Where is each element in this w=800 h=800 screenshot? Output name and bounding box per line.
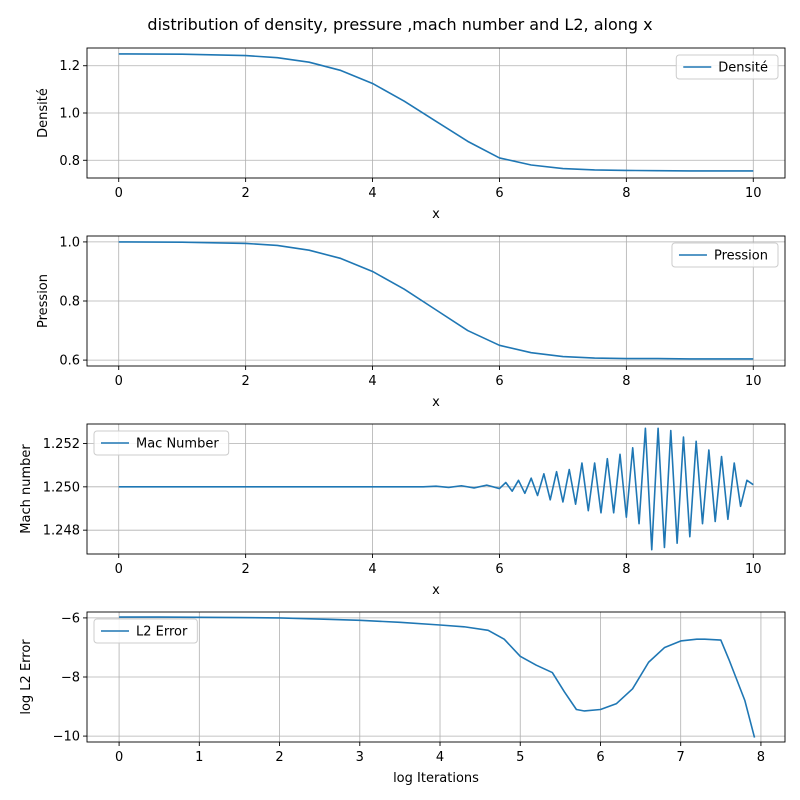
mach-legend: Mac Number bbox=[93, 430, 230, 456]
pressure-xtick-label: 4 bbox=[368, 374, 376, 389]
l2-xtick-label: 1 bbox=[195, 750, 203, 765]
pressure-legend: Pression bbox=[671, 242, 779, 268]
l2-ytick-label: −6 bbox=[61, 611, 80, 626]
l2-xtick-label: 6 bbox=[596, 750, 604, 765]
pressure-ytick-label: 0.8 bbox=[59, 295, 80, 310]
pressure-xlabel: x bbox=[432, 395, 440, 410]
density-xtick-label: 8 bbox=[622, 186, 630, 201]
l2-xlabel: log Iterations bbox=[393, 771, 479, 786]
l2-ylabel: log L2 Error bbox=[19, 639, 34, 715]
pressure-xtick-label: 8 bbox=[622, 374, 630, 389]
mach-ylabel: Mach number bbox=[19, 444, 34, 534]
pressure-xtick-label: 0 bbox=[115, 374, 123, 389]
density-xtick-label: 2 bbox=[241, 186, 249, 201]
mach-xtick-label: 2 bbox=[241, 562, 249, 577]
mach-ytick-label: 1.250 bbox=[43, 480, 80, 495]
density-subplot: 0 2 4 6 8 10 0.8 1.0 1.2 x Densité Densité bbox=[36, 47, 786, 222]
mach-xtick-label: 4 bbox=[368, 562, 376, 577]
l2-legend-box bbox=[93, 618, 198, 644]
pressure-legend-label: Pression bbox=[714, 249, 768, 264]
density-legend-box bbox=[675, 54, 779, 80]
mach-subplot: 0 2 4 6 8 10 1.248 1.250 1.252 x Mach number Mac Nu… bbox=[19, 423, 786, 598]
density-legend: Densité bbox=[675, 54, 779, 80]
l2-legend: L2 Error bbox=[93, 618, 198, 644]
l2-xtick-label: 5 bbox=[516, 750, 524, 765]
pressure-xtick-label: 10 bbox=[745, 374, 762, 389]
mach-legend-label: Mac Number bbox=[136, 437, 219, 452]
mach-ytick-label: 1.248 bbox=[43, 524, 80, 539]
l2-legend-label: L2 Error bbox=[136, 625, 188, 640]
mach-legend-box bbox=[93, 430, 230, 456]
pressure-legend-box bbox=[671, 242, 779, 268]
l2-ytick-label: −10 bbox=[53, 730, 80, 745]
l2-xtick-label: 4 bbox=[436, 750, 444, 765]
pressure-series-line bbox=[118, 241, 754, 360]
l2-xtick-label: 3 bbox=[356, 750, 364, 765]
figure-title: distribution of density, pressure ,mach … bbox=[147, 15, 652, 34]
pressure-ytick-label: 0.6 bbox=[59, 354, 80, 369]
l2-xtick-label: 2 bbox=[275, 750, 283, 765]
density-ytick-label: 1.2 bbox=[59, 59, 80, 74]
density-ylabel: Densité bbox=[36, 88, 51, 138]
l2-xtick-label: 7 bbox=[677, 750, 685, 765]
l2-subplot: 0 1 2 3 4 5 6 7 8 −10 −8 −6 log Iterations log L2 Err… bbox=[19, 611, 786, 786]
density-ytick-label: 0.8 bbox=[59, 154, 80, 169]
density-legend-label: Densité bbox=[718, 61, 768, 76]
density-xtick-label: 10 bbox=[745, 186, 762, 201]
mach-axes-frame bbox=[86, 423, 786, 555]
mach-xtick-label: 10 bbox=[745, 562, 762, 577]
pressure-xtick-label: 2 bbox=[241, 374, 249, 389]
l2-xtick-label: 8 bbox=[757, 750, 765, 765]
mach-xtick-label: 0 bbox=[115, 562, 123, 577]
pressure-ylabel: Pression bbox=[36, 274, 51, 328]
density-series-line bbox=[118, 53, 754, 172]
density-ytick-label: 1.0 bbox=[59, 107, 80, 122]
density-xtick-label: 0 bbox=[115, 186, 123, 201]
mach-xlabel: x bbox=[432, 583, 440, 598]
l2-series-line bbox=[119, 616, 756, 738]
mach-xtick-label: 8 bbox=[622, 562, 630, 577]
mach-series-line bbox=[118, 427, 754, 551]
mach-xtick-label: 6 bbox=[495, 562, 503, 577]
l2-xtick-label: 0 bbox=[115, 750, 123, 765]
density-xtick-label: 6 bbox=[495, 186, 503, 201]
pressure-ytick-label: 1.0 bbox=[59, 235, 80, 250]
pressure-xtick-label: 6 bbox=[495, 374, 503, 389]
mach-ytick-label: 1.252 bbox=[43, 437, 80, 452]
density-xlabel: x bbox=[432, 207, 440, 222]
density-xtick-label: 4 bbox=[368, 186, 376, 201]
pressure-subplot: 0 2 4 6 8 10 0.6 0.8 1.0 x Pression Pression bbox=[36, 235, 786, 410]
l2-ytick-label: −8 bbox=[61, 671, 80, 686]
